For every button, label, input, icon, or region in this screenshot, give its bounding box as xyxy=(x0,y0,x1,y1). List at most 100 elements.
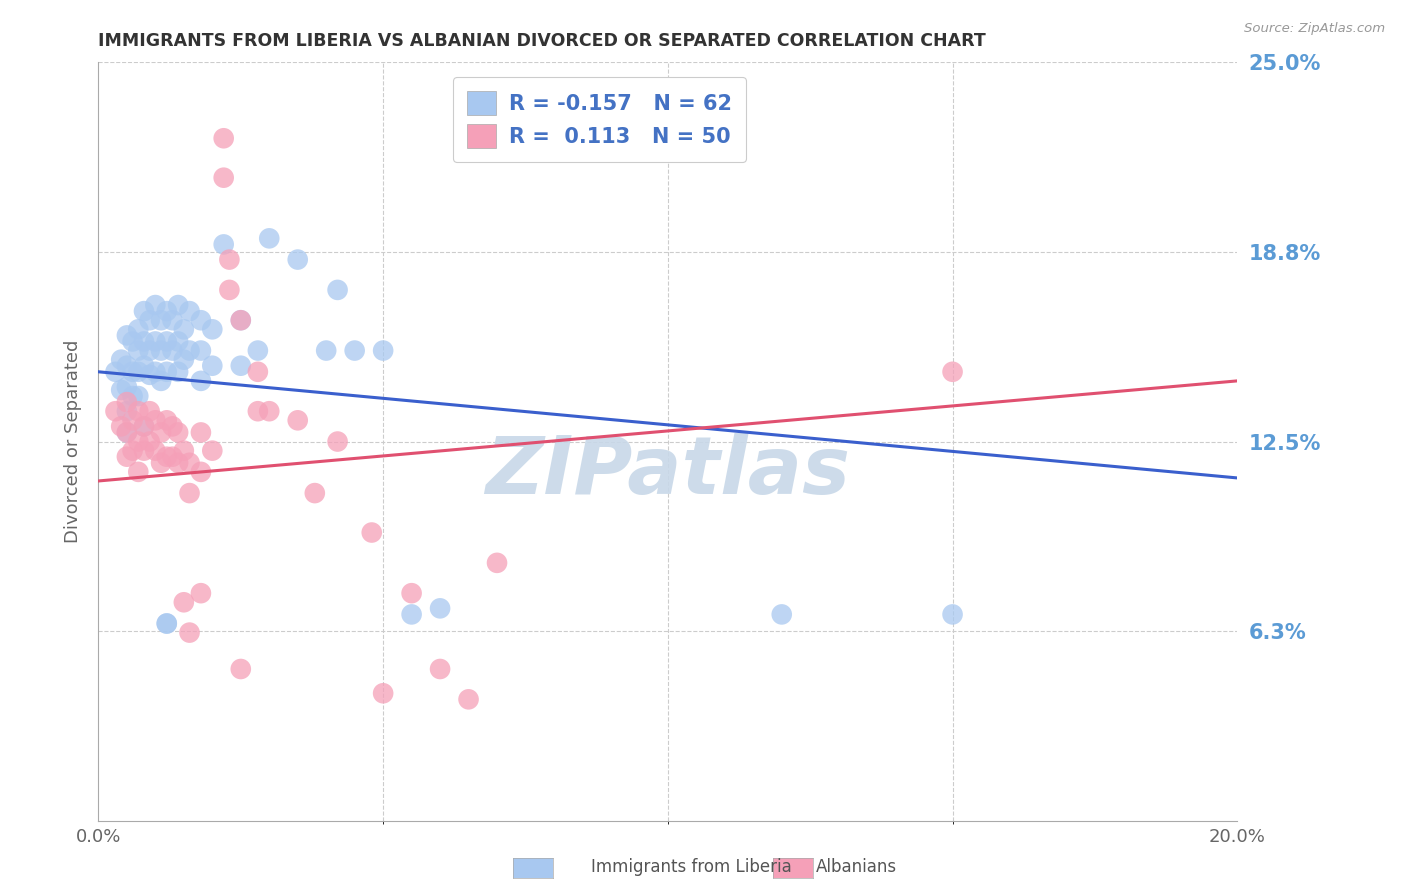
Point xyxy=(167,456,190,470)
Point xyxy=(121,413,143,427)
Text: Source: ZipAtlas.com: Source: ZipAtlas.com xyxy=(1244,22,1385,36)
Point xyxy=(115,425,138,440)
Point xyxy=(229,359,252,373)
Point xyxy=(218,252,240,267)
Point xyxy=(132,304,155,318)
Point xyxy=(167,298,190,312)
Point xyxy=(138,313,160,327)
Point xyxy=(138,343,160,358)
Point xyxy=(156,304,179,318)
Point xyxy=(429,601,451,615)
Point xyxy=(145,413,167,427)
Point xyxy=(190,425,212,440)
Point xyxy=(156,413,179,427)
Point xyxy=(942,607,965,622)
Text: Albanians: Albanians xyxy=(815,858,897,876)
Point xyxy=(770,607,793,622)
Point xyxy=(360,525,382,540)
Point xyxy=(104,365,127,379)
Point xyxy=(110,352,132,367)
Y-axis label: Divorced or Separated: Divorced or Separated xyxy=(65,340,83,543)
Point xyxy=(259,231,281,245)
Point xyxy=(127,389,149,403)
Point xyxy=(162,313,184,327)
Point xyxy=(315,343,337,358)
Point xyxy=(127,465,149,479)
Point xyxy=(373,343,395,358)
Point xyxy=(173,352,195,367)
Point xyxy=(121,443,143,458)
Point xyxy=(457,692,479,706)
Point xyxy=(326,283,349,297)
Point xyxy=(132,419,155,434)
Point xyxy=(150,456,173,470)
Point xyxy=(115,395,138,409)
Point xyxy=(150,425,173,440)
Legend: R = -0.157   N = 62, R =  0.113   N = 50: R = -0.157 N = 62, R = 0.113 N = 50 xyxy=(453,77,747,162)
Point xyxy=(942,365,965,379)
Point xyxy=(104,404,127,418)
Point xyxy=(190,343,212,358)
Point xyxy=(115,380,138,394)
Point xyxy=(304,486,326,500)
Point xyxy=(259,404,281,418)
Point xyxy=(287,413,309,427)
Point xyxy=(179,625,201,640)
Point xyxy=(156,365,179,379)
Point xyxy=(145,443,167,458)
Point xyxy=(145,334,167,349)
Point xyxy=(486,556,509,570)
Point xyxy=(132,334,155,349)
Point xyxy=(156,450,179,464)
Point xyxy=(138,434,160,449)
Point xyxy=(121,334,143,349)
Point xyxy=(212,131,235,145)
Point xyxy=(246,343,269,358)
Point xyxy=(132,359,155,373)
Point xyxy=(156,616,179,631)
Point xyxy=(115,450,138,464)
Point xyxy=(138,368,160,382)
Point xyxy=(179,486,201,500)
Point xyxy=(212,237,235,252)
Point xyxy=(173,595,195,609)
Point xyxy=(246,404,269,418)
Point xyxy=(229,313,252,327)
Point xyxy=(326,434,349,449)
Point xyxy=(229,313,252,327)
Point xyxy=(201,443,224,458)
Point xyxy=(401,586,423,600)
Point xyxy=(110,419,132,434)
Point xyxy=(150,374,173,388)
Text: IMMIGRANTS FROM LIBERIA VS ALBANIAN DIVORCED OR SEPARATED CORRELATION CHART: IMMIGRANTS FROM LIBERIA VS ALBANIAN DIVO… xyxy=(98,32,986,50)
Point xyxy=(115,425,138,440)
Point xyxy=(156,334,179,349)
Text: Immigrants from Liberia: Immigrants from Liberia xyxy=(591,858,792,876)
Point xyxy=(201,359,224,373)
Point xyxy=(179,456,201,470)
Point xyxy=(145,365,167,379)
Point xyxy=(156,616,179,631)
Point xyxy=(115,359,138,373)
Point xyxy=(162,419,184,434)
Point xyxy=(201,322,224,336)
Point xyxy=(121,389,143,403)
Point xyxy=(287,252,309,267)
Point xyxy=(127,434,149,449)
Point xyxy=(429,662,451,676)
Point xyxy=(138,404,160,418)
Point xyxy=(110,383,132,397)
Point xyxy=(132,443,155,458)
Point xyxy=(145,298,167,312)
Point xyxy=(179,304,201,318)
Point xyxy=(190,465,212,479)
Point xyxy=(190,374,212,388)
Text: ZIPatlas: ZIPatlas xyxy=(485,433,851,511)
Point xyxy=(132,419,155,434)
Point xyxy=(121,365,143,379)
Point xyxy=(127,404,149,418)
Point xyxy=(246,365,269,379)
Point xyxy=(150,313,173,327)
Point xyxy=(190,313,212,327)
Point xyxy=(343,343,366,358)
